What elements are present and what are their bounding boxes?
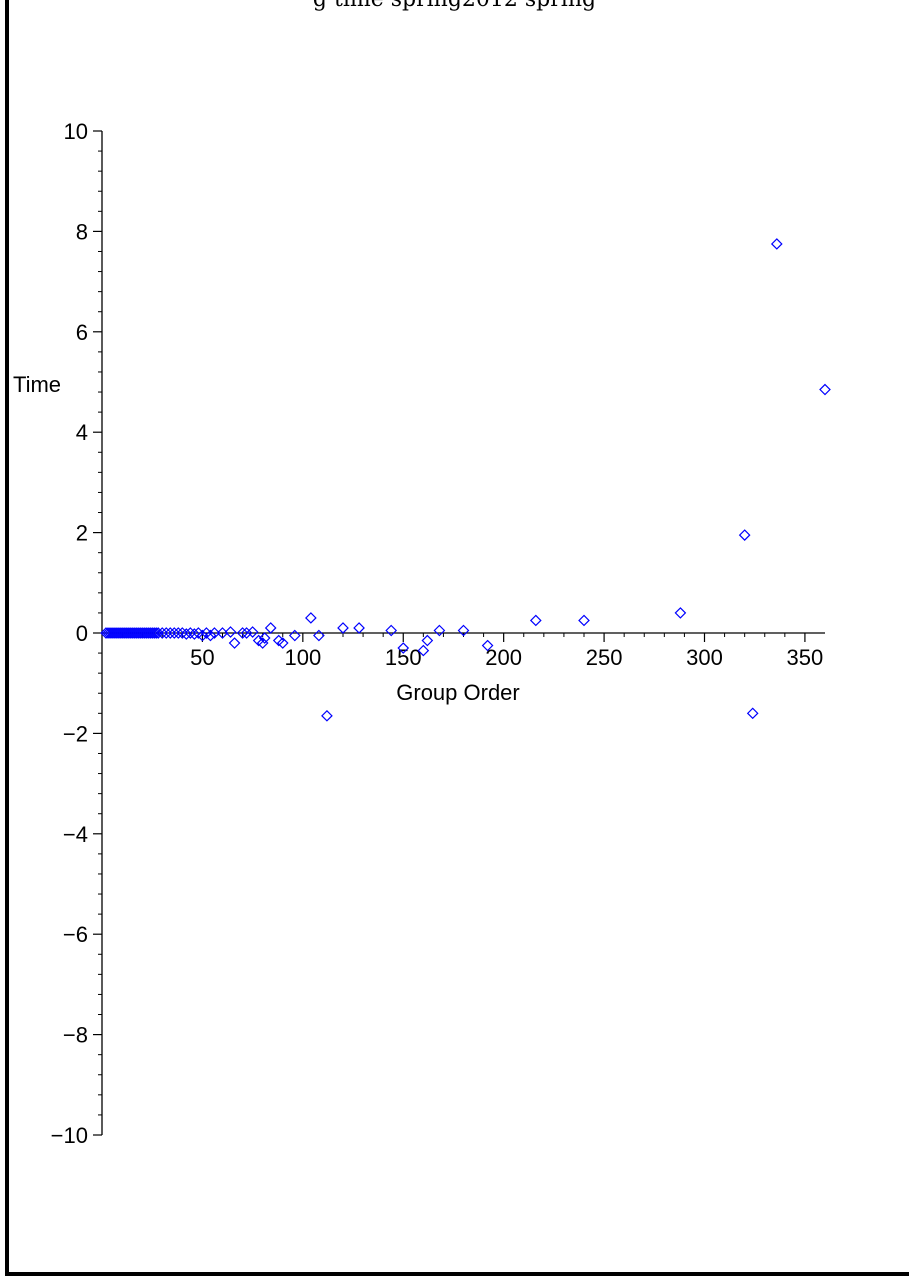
data-point [288, 629, 301, 642]
data-point [246, 626, 259, 638]
data-point [148, 627, 161, 639]
data-point [397, 642, 410, 654]
x-axis-title: Group Order [396, 680, 520, 705]
ticks: −10 −8 −6 −4 −2 0 2 4 6 8 10 50 100 150 200 250 300 350 [51, 119, 824, 1148]
y-tick-label: 10 [64, 119, 88, 144]
data-point [433, 624, 446, 637]
data-point [337, 622, 349, 634]
data-point [180, 628, 193, 640]
data-point [770, 238, 783, 250]
data-point [196, 629, 209, 642]
data-point [236, 627, 249, 639]
data-point [738, 529, 751, 541]
data-point [385, 624, 398, 637]
data-point [353, 622, 365, 634]
data-point [276, 637, 289, 649]
x-tick-label: 100 [284, 645, 321, 670]
data-point [417, 644, 430, 657]
data-point [258, 632, 271, 644]
y-tick-label: 2 [76, 521, 88, 546]
data-point [176, 627, 189, 639]
data-point [168, 627, 181, 639]
data-point [228, 637, 241, 649]
data-point [240, 627, 253, 639]
y-axis-title: Time [13, 372, 61, 397]
x-tick-label: 300 [686, 645, 723, 670]
data-point [164, 627, 177, 639]
data-point [674, 607, 687, 619]
y-tick-label: −2 [63, 721, 88, 746]
data-point [421, 634, 434, 647]
data-point [481, 639, 494, 652]
data-point [204, 629, 217, 642]
x-tick-label: 200 [485, 645, 522, 670]
data-point [224, 626, 237, 638]
data-point [160, 627, 173, 639]
data-point [321, 709, 333, 722]
data-point [264, 622, 277, 634]
data-point [152, 627, 165, 639]
x-tick-label: 350 [787, 645, 824, 670]
data-point [208, 627, 221, 639]
y-tick-label: −6 [63, 922, 88, 947]
y-tick-label: 0 [76, 621, 88, 646]
page-caption: g time spring2012 spring [0, 0, 909, 12]
data-point [156, 627, 169, 639]
data-point [188, 628, 201, 640]
data-point [819, 383, 831, 396]
x-tick-label: 250 [586, 645, 623, 670]
y-tick-label: −4 [63, 822, 88, 847]
data-point [457, 624, 470, 637]
y-tick-label: 4 [76, 420, 88, 445]
data-point [313, 629, 325, 642]
data-points [100, 238, 831, 722]
y-tick-label: −10 [51, 1123, 88, 1148]
data-point [172, 627, 185, 639]
y-tick-label: −8 [63, 1023, 88, 1048]
x-tick-label: 150 [385, 645, 422, 670]
data-point [578, 614, 590, 627]
data-point [184, 627, 197, 639]
y-tick-label: 8 [76, 219, 88, 244]
data-point [746, 707, 759, 720]
data-point [529, 614, 542, 627]
x-tick-label: 50 [190, 645, 214, 670]
y-tick-label: 6 [76, 320, 88, 345]
data-point [305, 612, 317, 624]
